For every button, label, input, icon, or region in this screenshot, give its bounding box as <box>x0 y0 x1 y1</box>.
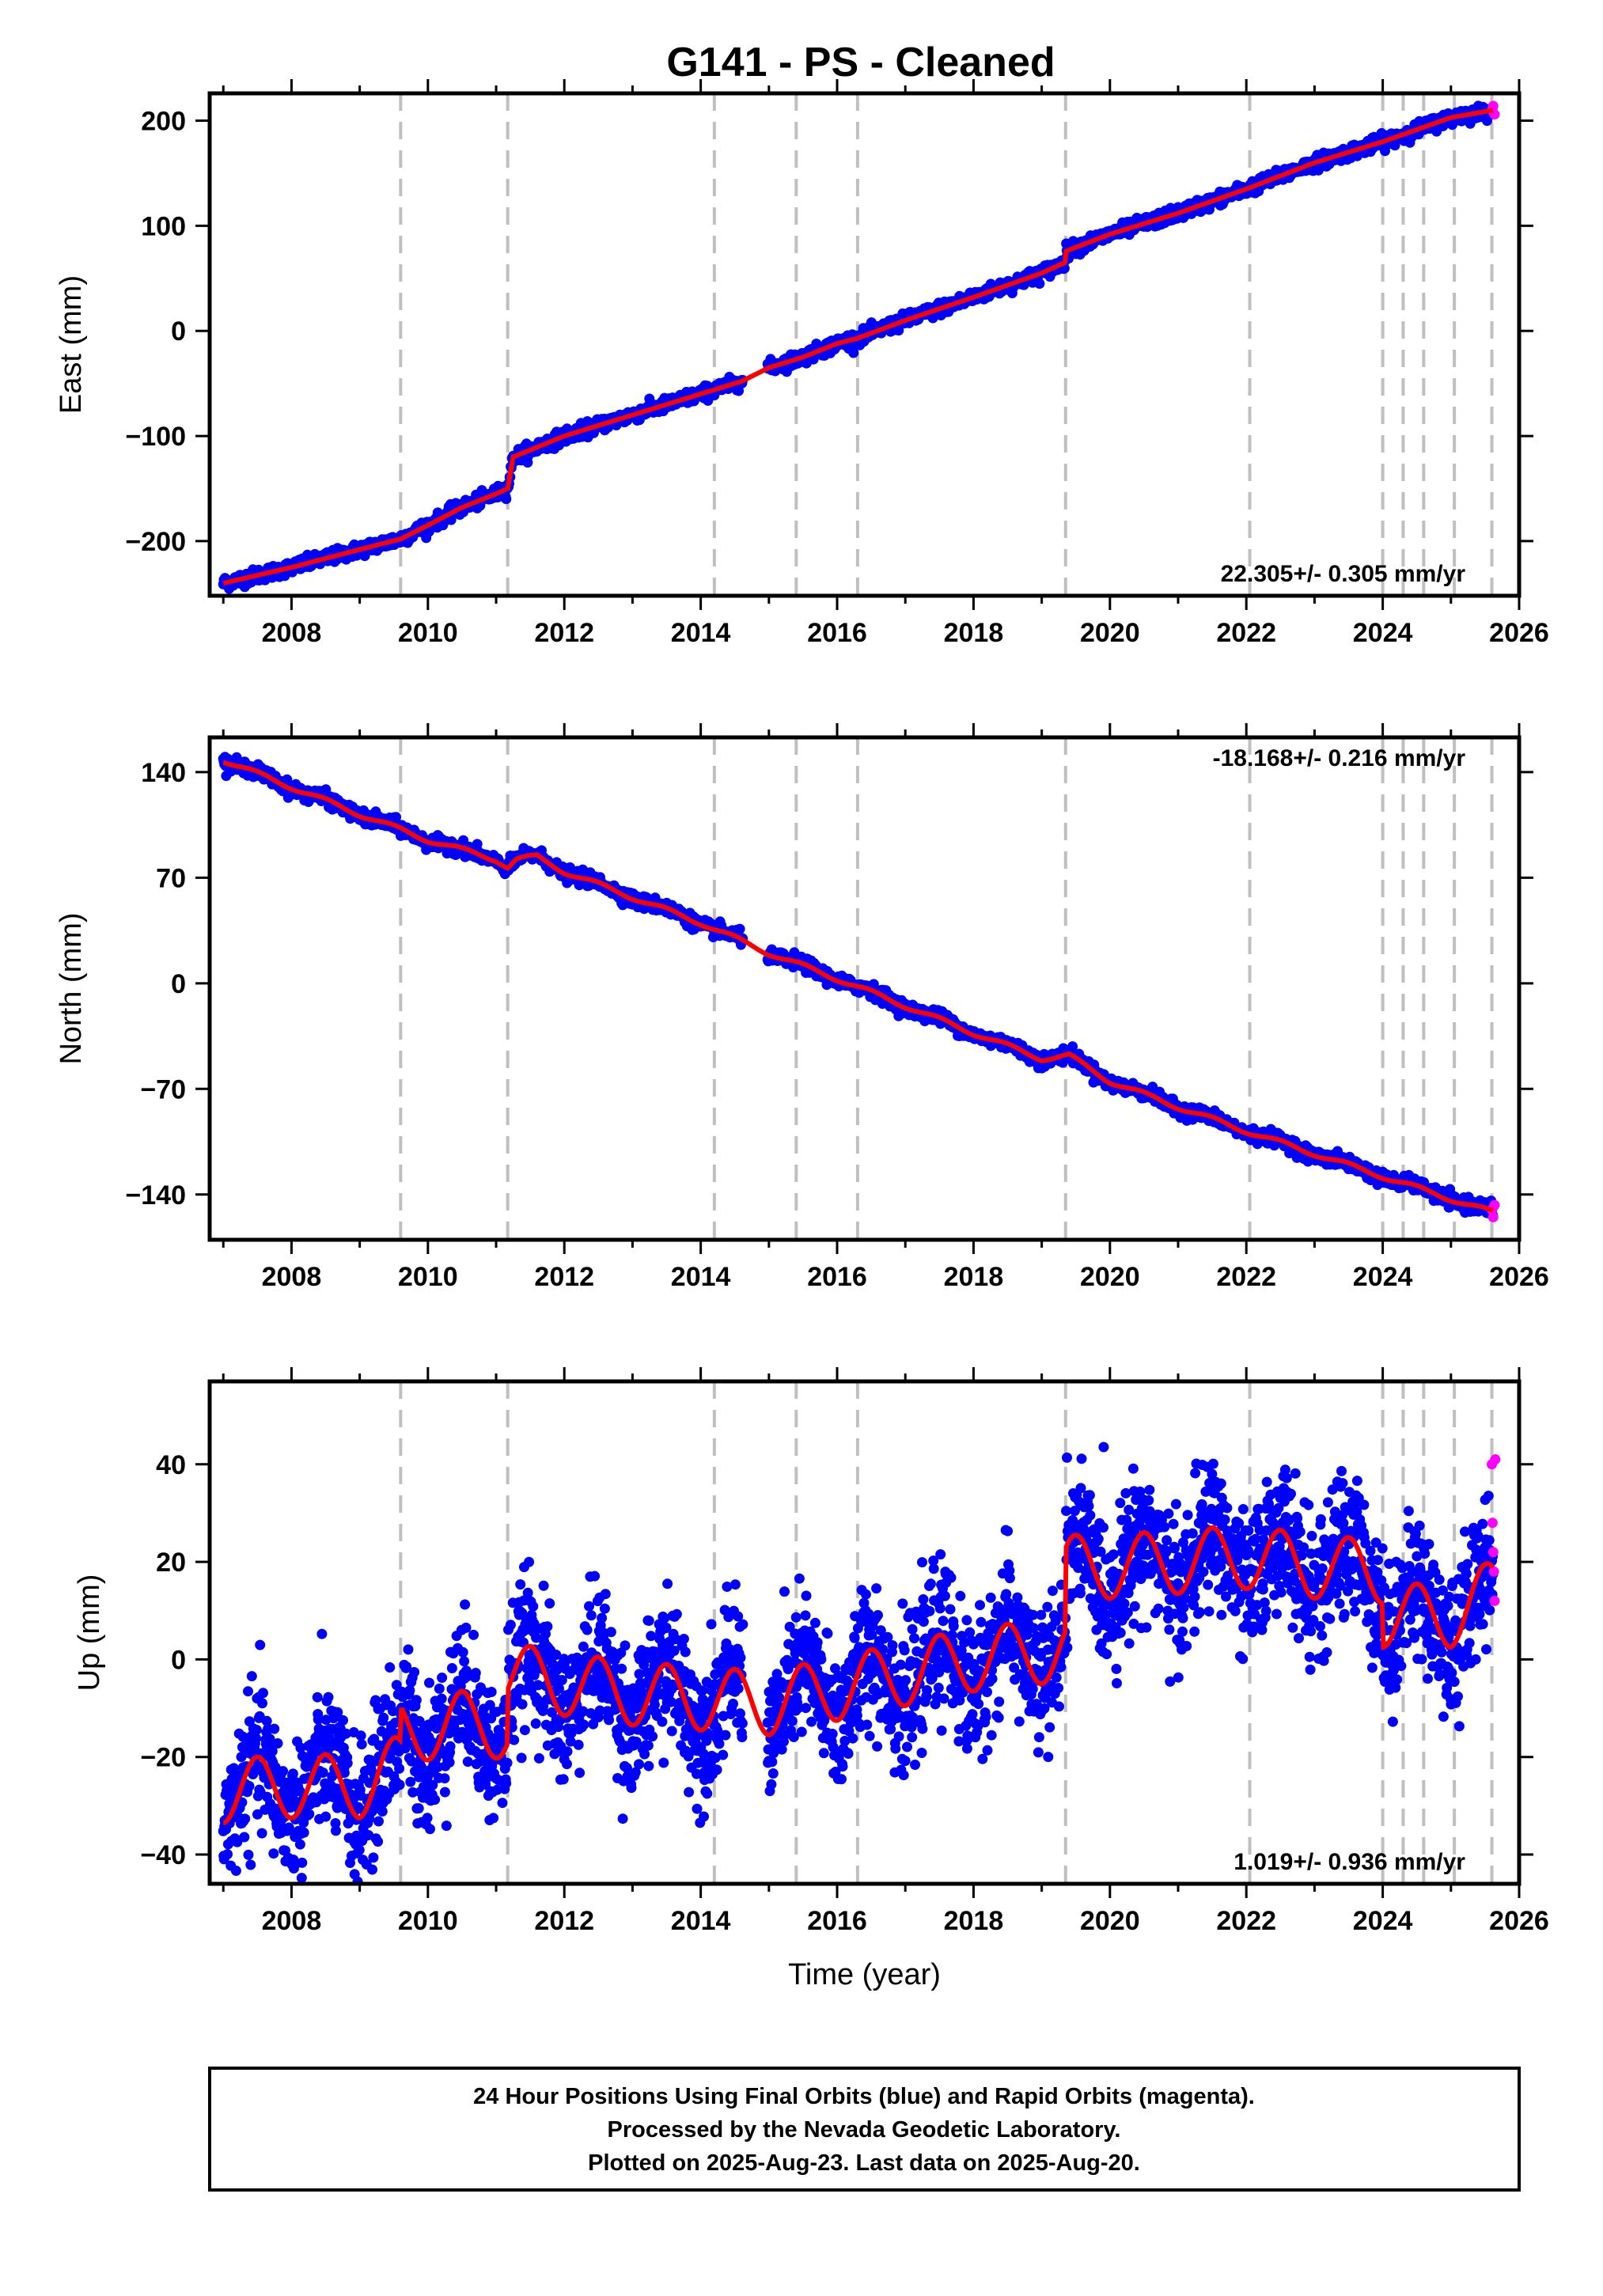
up-final-orbit-scatter <box>218 1442 1499 1884</box>
north-x-tick-label: 2012 <box>534 1262 594 1292</box>
north-rapid-orbit-point <box>1489 1199 1500 1211</box>
footer-line-2: Processed by the Nevada Geodetic Laborat… <box>608 2117 1121 2143</box>
north-x-tick-label: 2024 <box>1353 1262 1413 1292</box>
north-x-tick-label: 2014 <box>671 1262 731 1292</box>
east-panel: 2008 2010 2012 2014 2016 2018 2020 2022 2024 2026… <box>55 79 1549 648</box>
north-x-tick-label: 2008 <box>262 1262 322 1292</box>
footer-line-1: 24 Hour Positions Using Final Orbits (bl… <box>473 2084 1255 2109</box>
up-x-tick-label: 2026 <box>1489 1906 1549 1936</box>
up-rapid-orbit-point <box>1489 1595 1500 1606</box>
up-x-tick-label: 2022 <box>1216 1906 1276 1936</box>
north-y-tick-label: 0 <box>171 969 186 999</box>
north-x-tick-label: 2020 <box>1080 1262 1140 1292</box>
up-x-tick-label: 2024 <box>1353 1906 1413 1936</box>
east-y-tick-label: −200 <box>125 527 186 557</box>
figure-title: G141 - PS - Cleaned <box>666 40 1055 85</box>
up-x-tick-label: 2016 <box>807 1906 867 1936</box>
up-rapid-orbit-point <box>1487 1547 1499 1558</box>
north-panel: 2008 2010 2012 2014 2016 2018 2020 2022 2024 2026… <box>55 723 1549 1292</box>
up-y-tick-label: 0 <box>171 1645 186 1675</box>
north-y-tick-label: 70 <box>156 863 186 893</box>
up-rapid-orbit-point <box>1488 1566 1499 1577</box>
north-y-axis-label: North (mm) <box>55 912 88 1064</box>
east-y-tick-label: 200 <box>141 107 186 137</box>
east-x-tick-label: 2018 <box>944 618 1004 648</box>
north-x-tick-label: 2026 <box>1489 1262 1549 1292</box>
up-x-tick-label: 2008 <box>262 1906 322 1936</box>
up-rapid-orbit-point <box>1490 1454 1501 1465</box>
east-final-orbit-scatter <box>218 100 1499 594</box>
east-y-tick-label: 100 <box>141 211 186 241</box>
north-y-tick-label: −140 <box>125 1180 186 1211</box>
east-x-tick-label: 2016 <box>807 618 867 648</box>
north-rapid-orbit-point <box>1487 1211 1499 1222</box>
east-x-tick-label: 2008 <box>262 618 322 648</box>
up-rapid-orbit-point <box>1487 1517 1498 1529</box>
up-x-tick-label: 2020 <box>1080 1906 1140 1936</box>
north-x-tick-label: 2022 <box>1216 1262 1276 1292</box>
east-x-tick-label: 2012 <box>534 618 594 648</box>
up-x-tick-label: 2018 <box>944 1906 1004 1936</box>
east-x-tick-label: 2024 <box>1353 618 1413 648</box>
east-y-tick-label: 0 <box>171 316 186 347</box>
footer-box: 24 Hour Positions Using Final Orbits (bl… <box>208 2067 1521 2192</box>
east-x-tick-label: 2010 <box>398 618 458 648</box>
east-x-tick-label: 2020 <box>1080 618 1140 648</box>
north-plot-frame <box>207 735 1522 1242</box>
up-panel: 2008 2010 2012 2014 2016 2018 2020 2022 2024 2026… <box>73 1367 1549 1991</box>
up-model-fit-line <box>222 1525 1495 1825</box>
east-y-tick-label: −100 <box>125 422 186 452</box>
up-plot-frame <box>207 1379 1522 1886</box>
up-y-tick-label: 40 <box>156 1450 186 1480</box>
up-x-tick-label: 2014 <box>671 1906 731 1936</box>
east-x-tick-label: 2014 <box>671 618 731 648</box>
north-x-tick-label: 2010 <box>398 1262 458 1292</box>
east-rate-label: 22.305+/- 0.305 mm/yr <box>1221 561 1466 587</box>
east-plot-frame <box>207 91 1522 598</box>
north-x-tick-label: 2016 <box>807 1262 867 1292</box>
up-final-orbit-points <box>218 1442 1501 1884</box>
east-y-axis-label: East (mm) <box>55 275 88 414</box>
north-x-tick-label: 2018 <box>944 1262 1004 1292</box>
x-axis-label: Time (year) <box>788 1958 941 1991</box>
up-x-tick-label: 2010 <box>398 1906 458 1936</box>
east-x-tick-label: 2022 <box>1216 618 1276 648</box>
footer-line-3: Plotted on 2025-Aug-23. Last data on 202… <box>588 2150 1140 2176</box>
east-x-tick-label: 2026 <box>1489 618 1549 648</box>
north-y-tick-label: 140 <box>141 758 186 788</box>
up-y-tick-label: 20 <box>156 1548 186 1578</box>
up-x-tick-label: 2012 <box>534 1906 594 1936</box>
north-rate-label: -18.168+/- 0.216 mm/yr <box>1213 745 1466 771</box>
up-y-tick-label: −20 <box>140 1743 186 1773</box>
up-y-axis-label: Up (mm) <box>73 1574 106 1692</box>
up-y-tick-label: −40 <box>140 1840 186 1870</box>
north-y-tick-label: −70 <box>140 1074 186 1104</box>
north-model-fit-line <box>222 760 1495 1214</box>
up-rate-label: 1.019+/- 0.936 mm/yr <box>1234 1849 1465 1875</box>
east-model-fit-line <box>222 108 1494 586</box>
